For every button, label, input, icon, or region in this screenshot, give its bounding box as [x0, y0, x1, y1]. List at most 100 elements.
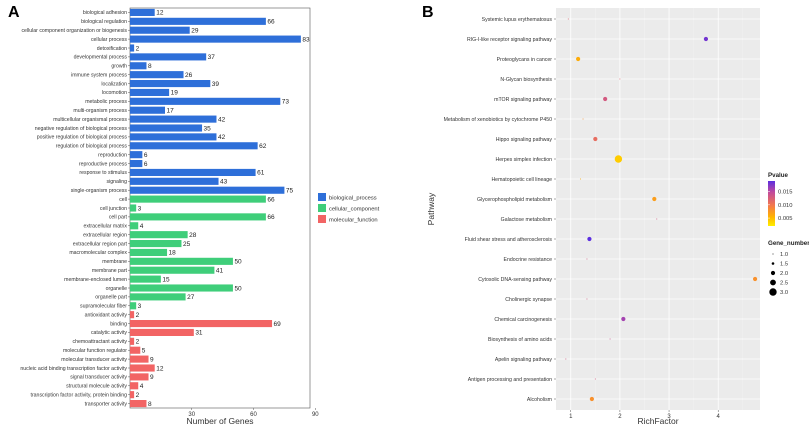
pathway-point — [582, 118, 584, 120]
pathway-point — [594, 378, 596, 380]
bar — [130, 186, 285, 194]
pathway-point — [586, 298, 588, 300]
go-term-label: membrane part — [92, 268, 128, 274]
panel-label-b: B — [422, 4, 434, 21]
x-tick-label: 1 — [569, 414, 573, 420]
bar-value-label: 8 — [148, 401, 152, 408]
go-term-label: membrane-enclosed lumen — [64, 277, 127, 283]
bar-value-label: 61 — [257, 170, 265, 177]
bar — [130, 284, 233, 292]
go-term-label: growth — [111, 64, 127, 70]
bar — [130, 71, 184, 79]
pathway-point — [586, 258, 588, 260]
bar-value-label: 29 — [191, 28, 199, 35]
size-legend-title: Gene_number — [768, 240, 809, 247]
pathway-label: Fluid shear stress and atherosclerosis — [465, 237, 553, 243]
go-term-label: signal transducer activity — [70, 375, 127, 381]
go-term-label: catalytic activity — [91, 330, 127, 336]
bar — [130, 88, 170, 96]
pathway-label: Cytosolic DNA-sensing pathway — [478, 277, 552, 283]
legend-swatch — [318, 215, 326, 223]
x-tick-label: 4 — [717, 414, 721, 420]
go-term-label: structural molecule activity — [66, 384, 127, 390]
bar-value-label: 69 — [274, 321, 282, 328]
go-term-label: macromolecular complex — [69, 250, 127, 256]
bar-value-label: 9 — [150, 356, 154, 363]
pathway-label: Metabolism of xenobiotics by cytochrome … — [444, 117, 553, 123]
go-term-label: multi-organism process — [73, 108, 127, 114]
bar — [130, 364, 155, 372]
pathway-point — [621, 316, 626, 322]
go-term-label: cellular component organization or bioge… — [21, 28, 127, 34]
bar-value-label: 26 — [185, 72, 193, 79]
bar-value-label: 28 — [189, 232, 197, 239]
bar — [130, 115, 217, 123]
pathway-label: Alcoholism — [527, 397, 552, 403]
go-term-label: transporter activity — [85, 401, 128, 407]
go-term-label: response to stimulus — [79, 170, 127, 176]
pathway-point — [619, 78, 621, 80]
go-term-label: immune system process — [71, 72, 127, 78]
legend-swatch — [318, 193, 326, 201]
bar-value-label: 18 — [169, 250, 177, 257]
pathway-point — [603, 96, 608, 102]
size-legend-label: 3.0 — [780, 290, 788, 296]
go-bar-chart: biological adhesion 12 biological regulati… — [20, 7, 380, 426]
size-legend-dot — [772, 253, 774, 255]
bar — [130, 400, 147, 408]
bar-value-label: 27 — [187, 294, 195, 301]
bar — [130, 248, 168, 256]
pathway-label: Hippo signaling pathway — [496, 137, 553, 143]
bar-value-label: 6 — [144, 152, 148, 159]
bar-value-label: 66 — [267, 19, 275, 26]
pathway-label: Galactose metabolism — [501, 217, 552, 223]
go-term-label: locomotion — [102, 90, 127, 96]
bar — [130, 53, 207, 61]
bar-value-label: 25 — [183, 241, 191, 248]
pathway-label: RIG-I-like receptor signaling pathway — [467, 37, 552, 43]
bar-value-label: 31 — [195, 330, 203, 337]
bubble-chart-y-axis-title: Pathway — [426, 192, 436, 225]
pathway-point — [703, 36, 709, 42]
bar-value-label: 43 — [220, 179, 228, 186]
go-term-label: supramolecular fiber — [80, 304, 127, 310]
bar-value-label: 66 — [267, 214, 275, 221]
bar — [130, 97, 281, 105]
go-term-label: transcription factor activity, protein b… — [31, 392, 128, 398]
go-term-label: reproduction — [98, 152, 127, 158]
size-legend-label: 2.0 — [780, 271, 788, 277]
go-term-label: localization — [101, 81, 127, 87]
pathway-label: mTOR signaling pathway — [494, 97, 552, 103]
go-term-label: developmental process — [74, 55, 128, 61]
x-tick-label: 90 — [312, 412, 319, 418]
pathway-point — [589, 396, 594, 402]
bar-value-label: 41 — [216, 268, 224, 275]
size-legend-dot — [770, 270, 776, 276]
bar-value-label: 17 — [167, 108, 175, 115]
go-term-label: biological adhesion — [83, 10, 127, 16]
size-legend-label: 2.5 — [780, 281, 788, 287]
go-term-label: extracellular region part — [73, 241, 128, 247]
x-tick-label: 2 — [618, 414, 622, 420]
pathway-label: Glycerophospholipid metabolism — [477, 197, 552, 203]
pvalue-tick-label: 0.005 — [778, 216, 793, 222]
bar — [130, 311, 135, 319]
pathway-point — [593, 136, 598, 142]
bar — [130, 133, 217, 141]
go-term-label: extracellular region — [83, 232, 127, 238]
bar — [130, 195, 266, 203]
bar-value-label: 2 — [136, 45, 140, 52]
pathway-label: Proteoglycans in cancer — [497, 57, 553, 63]
bar-value-label: 2 — [136, 339, 140, 346]
bar-chart-plot-area — [129, 7, 311, 409]
go-term-label: chemoattractant activity — [73, 339, 128, 345]
bar-chart-legend: biological_process cellular_componentmole… — [318, 193, 380, 224]
pathway-point — [652, 196, 657, 202]
pathway-label: Cholinergic synapse — [505, 297, 552, 303]
bar — [130, 106, 165, 114]
pathway-label: Chemical carcinogenesis — [494, 317, 552, 323]
bar — [130, 320, 273, 328]
go-term-label: biological regulation — [81, 19, 127, 25]
bar-value-label: 5 — [142, 348, 146, 355]
bar-value-label: 3 — [138, 205, 142, 212]
